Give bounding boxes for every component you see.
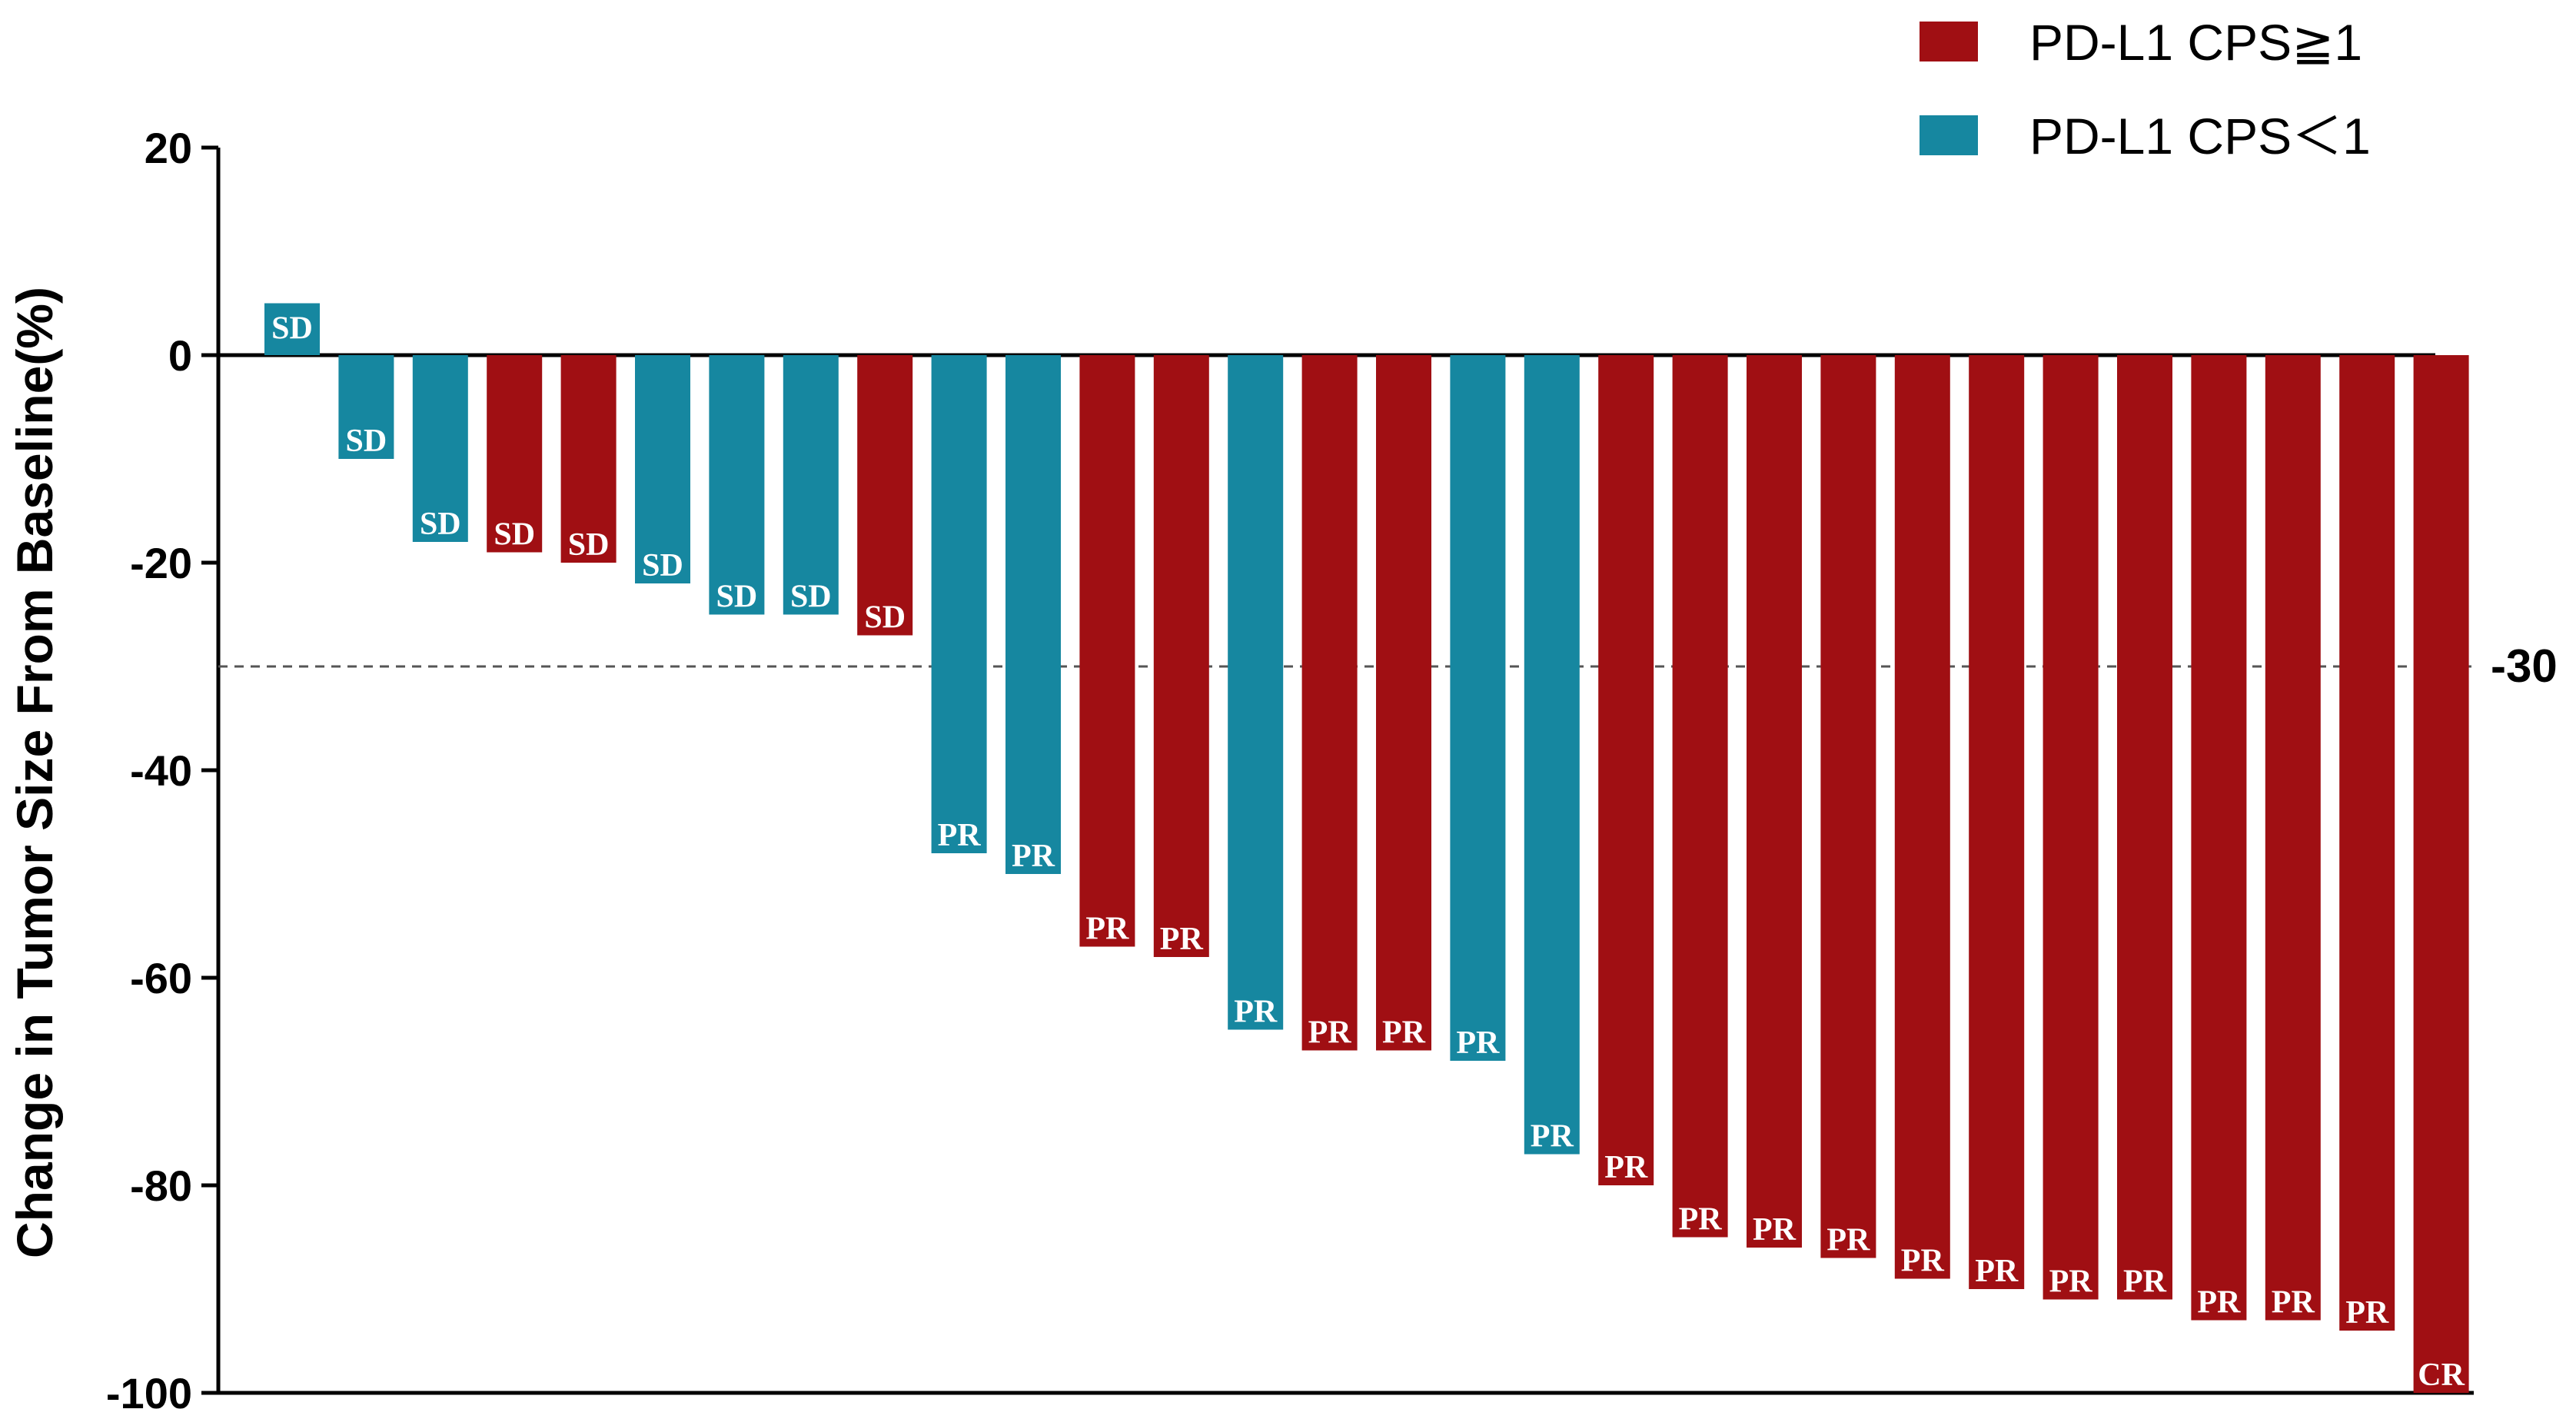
bar-response-label: PR bbox=[1382, 1015, 1426, 1051]
bar bbox=[709, 355, 765, 615]
bar-response-label: PR bbox=[938, 818, 982, 853]
bar bbox=[338, 355, 394, 459]
y-tick-label: 20 bbox=[145, 124, 192, 172]
bar bbox=[487, 355, 543, 553]
bar bbox=[1969, 355, 2025, 1289]
bar-response-label: PR bbox=[1753, 1212, 1797, 1248]
bar bbox=[857, 355, 913, 636]
bar bbox=[1894, 355, 1950, 1279]
bar-response-label: PR bbox=[1160, 922, 1204, 957]
bar-response-label: PR bbox=[1604, 1150, 1648, 1185]
bar bbox=[1153, 355, 1209, 957]
bar-response-label: PR bbox=[1012, 839, 1055, 874]
bar-response-label: PR bbox=[2049, 1264, 2093, 1300]
bar bbox=[931, 355, 987, 853]
bar-response-label: SD bbox=[494, 517, 535, 553]
bar-response-label: PR bbox=[1308, 1015, 1352, 1051]
bar bbox=[560, 355, 617, 563]
bar bbox=[1079, 355, 1135, 947]
bar bbox=[1598, 355, 1654, 1185]
bar bbox=[2265, 355, 2321, 1321]
bar bbox=[1820, 355, 1876, 1258]
bar-response-label: SD bbox=[271, 311, 313, 347]
y-tick-label: 0 bbox=[168, 331, 192, 380]
bar-response-label: CR bbox=[2418, 1358, 2465, 1393]
bar-response-label: PR bbox=[1901, 1244, 1945, 1279]
bar bbox=[2043, 355, 2099, 1300]
threshold-label: -30 bbox=[2491, 640, 2558, 692]
bar bbox=[1301, 355, 1358, 1051]
bar-response-label: SD bbox=[790, 580, 832, 615]
legend-label-cps-lt1: PD-L1 CPS＜1 bbox=[2029, 108, 2371, 164]
bar bbox=[1228, 355, 1284, 1030]
bar-response-label: SD bbox=[568, 527, 610, 563]
bar bbox=[264, 303, 320, 355]
bar-response-label: SD bbox=[346, 424, 387, 459]
bar bbox=[1747, 355, 1802, 1248]
bar-response-label: PR bbox=[1826, 1223, 1870, 1258]
y-tick-label: -20 bbox=[130, 539, 192, 587]
bar-response-label: PR bbox=[1531, 1119, 1574, 1155]
bar-response-label: SD bbox=[864, 600, 906, 636]
bar bbox=[412, 355, 468, 542]
bar bbox=[2191, 355, 2247, 1321]
legend-swatch-cps-ge1 bbox=[1920, 22, 1978, 61]
bar-response-label: SD bbox=[716, 580, 758, 615]
y-axis-title: Change in Tumor Size From Baseline(%) bbox=[6, 287, 63, 1258]
y-tick-label: -60 bbox=[130, 954, 192, 1002]
bar-response-label: SD bbox=[642, 548, 683, 583]
bar bbox=[783, 355, 839, 615]
bar bbox=[1524, 355, 1580, 1155]
y-tick-label: -80 bbox=[130, 1161, 192, 1210]
bar-response-label: PR bbox=[1456, 1025, 1500, 1061]
bar-response-label: PR bbox=[1975, 1254, 2019, 1289]
bar bbox=[2339, 355, 2395, 1331]
legend-swatch-cps-lt1 bbox=[1920, 115, 1978, 155]
bar bbox=[2413, 355, 2469, 1393]
bar-response-label: PR bbox=[1085, 912, 1129, 947]
bar bbox=[1376, 355, 1431, 1051]
bar bbox=[1450, 355, 1506, 1061]
bar-response-label: PR bbox=[1679, 1202, 1723, 1238]
legend: PD-L1 CPS≧1 PD-L1 CPS＜1 bbox=[1920, 14, 2371, 164]
bar-response-label: PR bbox=[1234, 995, 1278, 1030]
bar-response-label: PR bbox=[2123, 1264, 2167, 1300]
bar bbox=[635, 355, 690, 583]
y-tick-label: -100 bbox=[106, 1369, 192, 1417]
bar-response-label: PR bbox=[2272, 1285, 2315, 1321]
bars: SD SD SD SD SD SD SD SD SD PR PR PR PR PR PR PR PR PR PR PR… bbox=[264, 303, 2469, 1393]
y-axis-ticks: 20 0 -20 -40 -60 -80 -100 bbox=[106, 124, 218, 1417]
bar bbox=[1672, 355, 1728, 1238]
y-tick-label: -40 bbox=[130, 746, 192, 795]
bar bbox=[1005, 355, 1061, 874]
bar-response-label: PR bbox=[2345, 1295, 2389, 1331]
bar-response-label: SD bbox=[420, 507, 461, 542]
legend-label-cps-ge1: PD-L1 CPS≧1 bbox=[2029, 14, 2362, 71]
bar-response-label: PR bbox=[2197, 1285, 2241, 1321]
bar bbox=[2117, 355, 2172, 1300]
